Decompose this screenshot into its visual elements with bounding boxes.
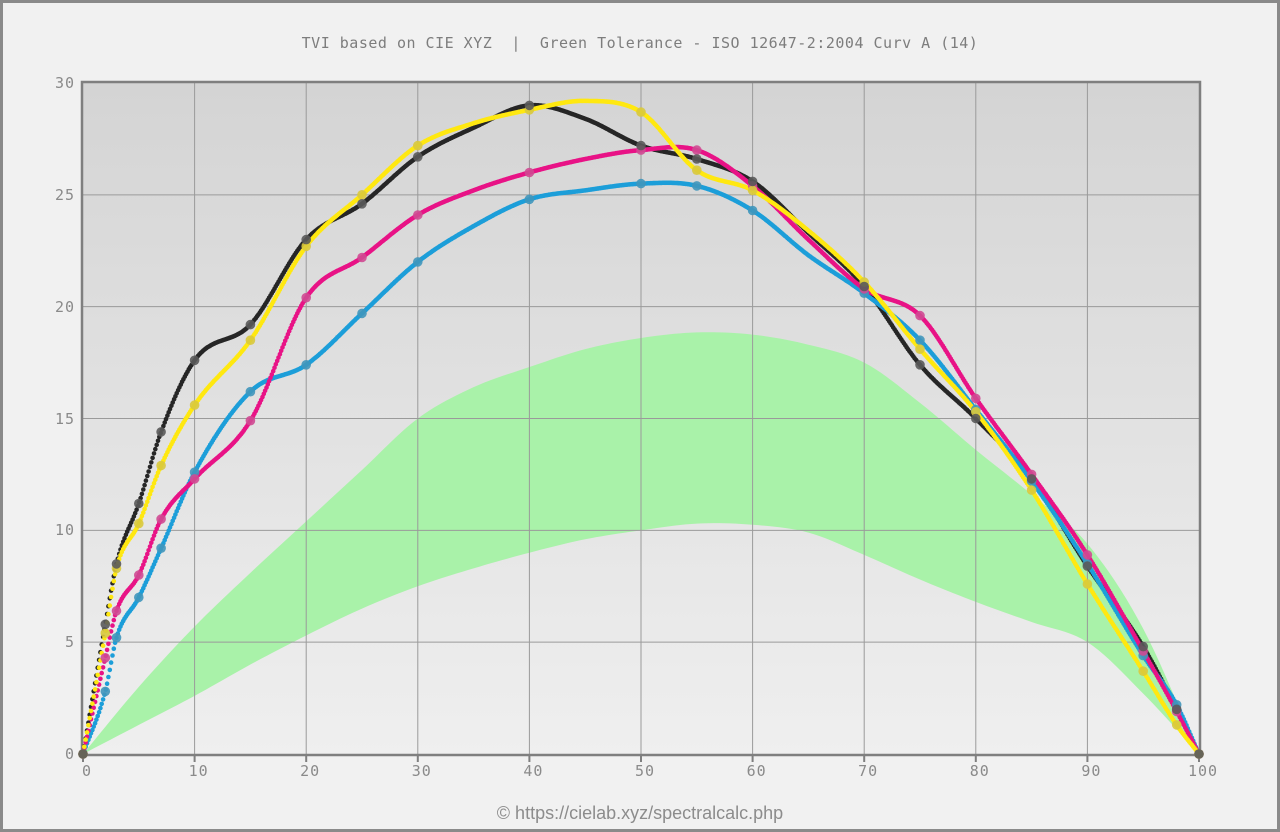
footer-credit-url: © https://cielab.xyz/spectralcalc.php (496, 803, 784, 823)
y-tick-label: 15 (54, 409, 75, 428)
chart-title: TVI based on CIE XYZ | Green Tolerance -… (301, 34, 979, 52)
x-tick-label: 60 (746, 762, 767, 780)
y-tick-label: 30 (54, 74, 75, 92)
plot-border (80, 80, 1202, 757)
x-tick-label: 0 (81, 762, 93, 780)
x-tick-label: 100 (1187, 762, 1219, 780)
tolerance-band (83, 332, 1199, 754)
x-tick-label: 40 (523, 762, 544, 780)
y-tick-label: 25 (54, 185, 75, 204)
y-tick-label: 0 (64, 745, 75, 763)
y-tick-label: 20 (54, 297, 75, 316)
x-tick-label: 80 (969, 762, 990, 780)
x-tick-label: 50 (634, 762, 656, 780)
y-tick-label: 10 (54, 521, 75, 540)
markers-black (78, 100, 1204, 759)
y-tick-label: 5 (64, 633, 75, 652)
x-tick-label: 90 (1081, 762, 1102, 780)
x-tick-label: 30 (411, 762, 432, 780)
curve-yellow (80, 98, 1201, 757)
x-tick-label: 20 (300, 762, 321, 780)
x-tick-label: 70 (858, 762, 879, 780)
x-tick-label: 10 (188, 762, 209, 780)
tvi-chart-canvas (78, 80, 1204, 762)
